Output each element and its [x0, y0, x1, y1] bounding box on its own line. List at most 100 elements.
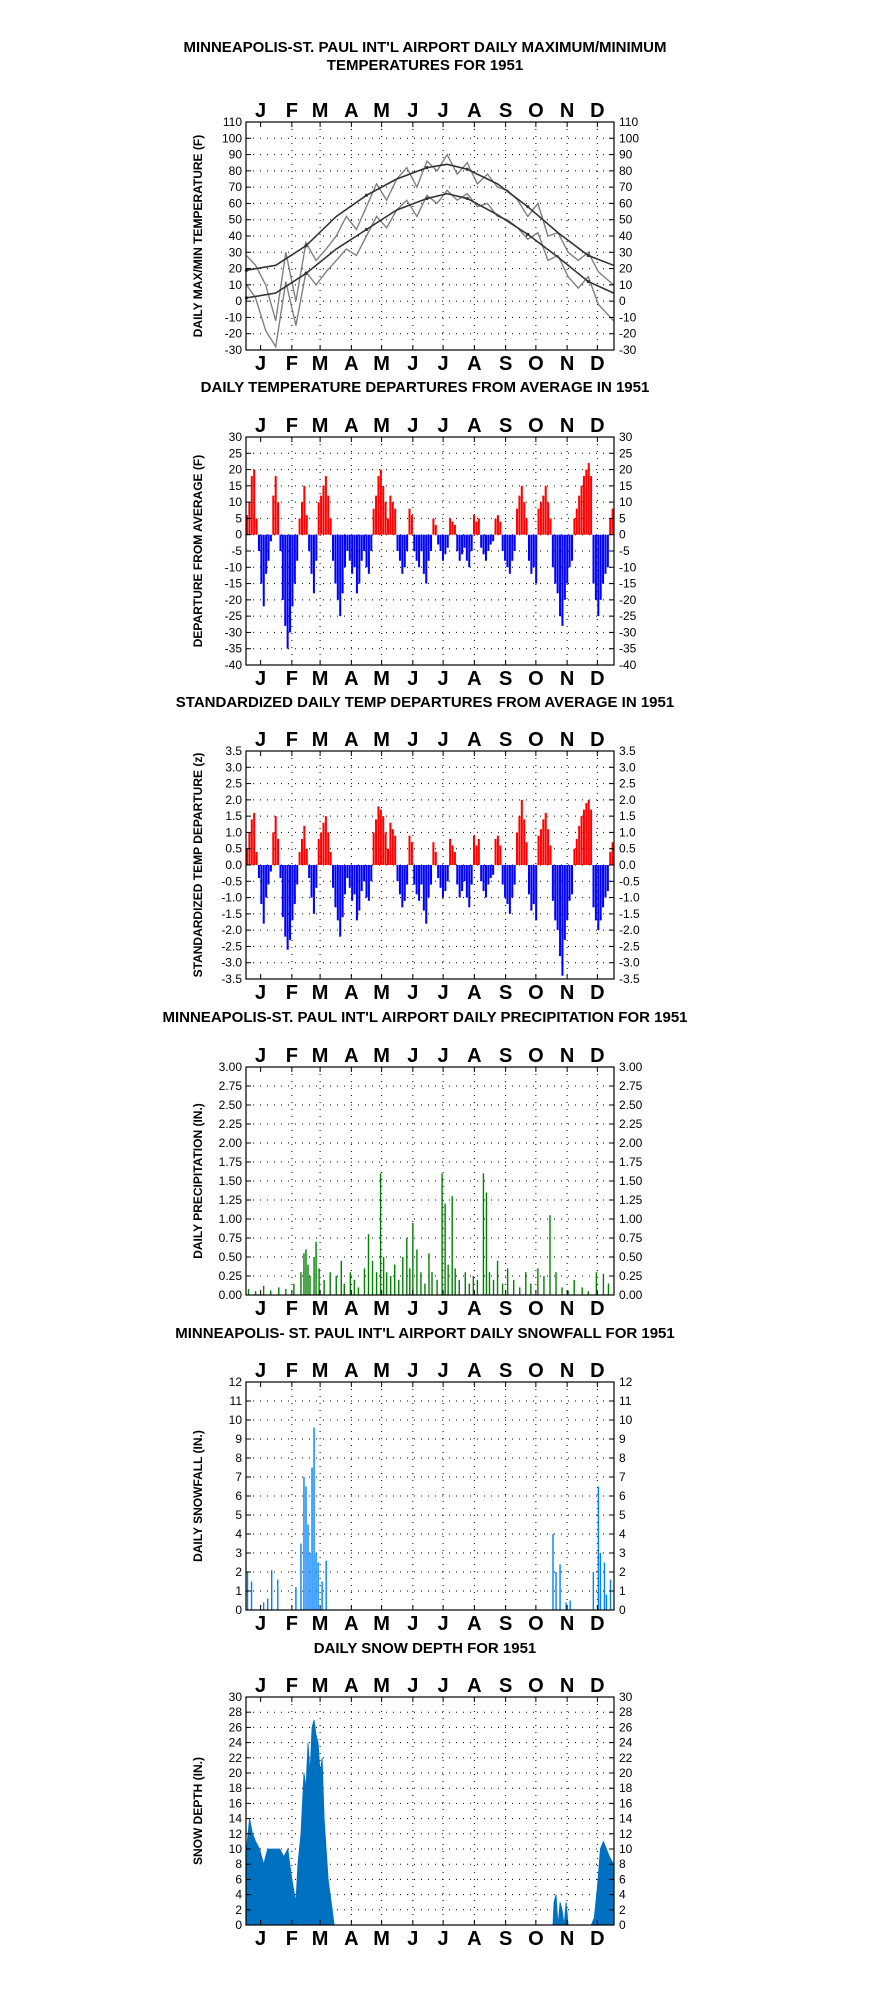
departure-bar — [298, 518, 301, 535]
y-tick-label-right: 2.50 — [619, 1098, 643, 1112]
departure-bar — [480, 865, 483, 882]
y-tick-label-left: -5 — [231, 544, 242, 558]
departure-bar — [587, 463, 590, 535]
y-tick-label-left: 25 — [229, 446, 243, 460]
month-label-bottom: M — [373, 668, 390, 690]
departure-bar — [289, 534, 292, 633]
month-label-bottom: O — [528, 1298, 544, 1320]
chart-title: STANDARDIZED DAILY TEMP DEPARTURES FROM … — [176, 694, 674, 711]
month-label-top: J — [407, 415, 418, 437]
departure-bar — [463, 534, 466, 548]
departure-bar — [267, 534, 270, 561]
normal-point — [364, 193, 369, 197]
departure-bar — [327, 832, 330, 865]
y-tick-label-right: 0.00 — [619, 1288, 643, 1302]
departure-bar — [494, 838, 497, 865]
month-label-top: D — [590, 729, 604, 751]
y-tick-label-right: -30 — [619, 625, 637, 639]
departure-bar — [585, 469, 588, 535]
departure-bar — [523, 819, 526, 865]
departure-bar — [520, 799, 523, 865]
y-tick-label-left: -0.5 — [221, 874, 242, 888]
departure-bar — [312, 865, 315, 914]
month-label-top: M — [373, 1045, 390, 1067]
month-label-bottom: J — [438, 1613, 449, 1635]
y-tick-label-left: 90 — [229, 148, 243, 162]
chart-title: MINNEAPOLIS- ST. PAUL INT'L AIRPORT DAIL… — [175, 1325, 674, 1342]
y-tick-label-left: 6 — [235, 1872, 242, 1886]
month-label-top: A — [344, 415, 358, 437]
departure-bar — [508, 534, 511, 574]
month-label-bottom: M — [373, 982, 390, 1004]
departure-bar — [585, 803, 588, 865]
departure-bar — [535, 534, 538, 584]
departure-bar — [489, 865, 492, 879]
departure-bar — [573, 518, 576, 535]
y-tick-label-left: -30 — [225, 343, 243, 357]
y-tick-label-right: -35 — [619, 642, 637, 656]
y-tick-label-left: -10 — [225, 310, 243, 324]
y-tick-label-right: 10 — [619, 495, 633, 509]
month-label-top: D — [590, 1675, 604, 1697]
y-tick-label-left: 10 — [229, 495, 243, 509]
month-label-bottom: A — [467, 982, 481, 1004]
departure-bar — [317, 502, 320, 535]
departure-bar — [262, 865, 265, 924]
departure-bar — [310, 865, 313, 898]
y-tick-label-left: 4 — [235, 1888, 242, 1902]
departure-bar — [594, 865, 597, 921]
departure-bar — [422, 534, 425, 574]
departure-bar — [566, 865, 569, 921]
month-label-bottom: D — [590, 1298, 604, 1320]
departure-bar — [444, 865, 447, 892]
y-tick-label-right: 40 — [619, 229, 633, 243]
month-label-top: F — [286, 1360, 298, 1382]
month-label-bottom: A — [467, 1613, 481, 1635]
departure-bar — [358, 865, 361, 911]
month-label-bottom: S — [499, 1298, 512, 1320]
departure-bar — [291, 534, 294, 607]
month-label-top: J — [438, 415, 449, 437]
month-label-top: A — [344, 1045, 358, 1067]
y-tick-label-right: 3.5 — [619, 744, 636, 758]
departure-bar — [518, 816, 521, 865]
departure-bar — [257, 865, 260, 879]
departure-bar — [274, 476, 277, 535]
departure-bar — [341, 865, 344, 918]
departure-bar — [561, 534, 564, 626]
month-label-bottom: D — [590, 353, 604, 375]
month-label-bottom: M — [373, 353, 390, 375]
month-label-bottom: A — [467, 1928, 481, 1950]
departure-bar — [303, 485, 306, 535]
departure-bar — [332, 534, 335, 561]
y-tick-label-right: 0.75 — [619, 1231, 643, 1245]
departure-bar — [484, 865, 487, 898]
month-label-bottom: A — [467, 668, 481, 690]
departure-bar — [420, 534, 423, 551]
y-tick-label-right: -5 — [619, 544, 630, 558]
y-tick-label-left: 1.50 — [219, 1174, 243, 1188]
departure-bar — [324, 476, 327, 535]
month-label-bottom: J — [438, 982, 449, 1004]
departure-bar — [408, 835, 411, 865]
month-label-top: A — [344, 1360, 358, 1382]
y-tick-label-right: 3.0 — [619, 760, 636, 774]
departure-bar — [597, 865, 600, 931]
month-label-bottom: M — [312, 1298, 329, 1320]
departure-bar — [582, 476, 585, 535]
y-tick-label-right: 28 — [619, 1705, 633, 1719]
y-tick-label-left: 80 — [229, 164, 243, 178]
departure-bar — [516, 832, 519, 865]
month-label-bottom: J — [255, 982, 266, 1004]
y-tick-label-left: -30 — [225, 625, 243, 639]
departure-bar — [475, 521, 478, 535]
departure-bar — [427, 865, 430, 898]
departure-bar — [300, 502, 303, 535]
departure-bar — [441, 534, 444, 561]
departure-bar — [253, 812, 256, 865]
month-label-top: N — [560, 729, 574, 751]
departure-bar — [277, 502, 280, 535]
departure-bar — [513, 865, 516, 885]
departure-bar — [370, 865, 373, 882]
month-label-bottom: J — [255, 353, 266, 375]
